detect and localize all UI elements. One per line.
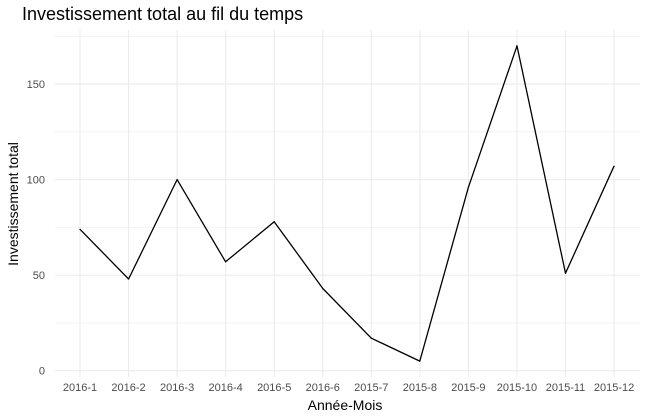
x-tick-label: 2015-7: [354, 382, 388, 394]
x-tick-label: 2016-6: [306, 382, 340, 394]
data-point: [516, 45, 518, 47]
x-axis-ticks: 2016-1 2016-2 2016-3 2016-4 2016-5 2016-6 2015…: [63, 382, 634, 394]
y-tick-label: 100: [27, 175, 45, 187]
y-tick-label: 50: [33, 270, 45, 282]
x-tick-label: 2015-9: [451, 382, 485, 394]
x-axis-title: Année-Mois: [308, 397, 383, 413]
data-point: [225, 261, 227, 263]
series-line: [79, 45, 615, 362]
x-tick-label: 2015-8: [403, 382, 437, 394]
x-tick-label: 2015-12: [594, 382, 634, 394]
grid-layer: [55, 30, 640, 377]
data-point: [273, 221, 275, 223]
data-point: [419, 360, 421, 362]
x-tick-label: 2016-2: [111, 382, 145, 394]
data-point: [564, 272, 567, 274]
x-tick-label: 2015-10: [497, 382, 537, 394]
x-tick-label: 2016-3: [160, 382, 194, 394]
data-point: [467, 186, 469, 188]
x-tick-label: 2016-1: [63, 382, 97, 394]
y-tick-label: 150: [27, 79, 45, 91]
chart-title: Investissement total au fil du temps: [22, 4, 304, 24]
data-point: [322, 287, 324, 290]
x-tick-label: 2015-11: [546, 382, 586, 394]
x-tick-label: 2016-4: [209, 382, 243, 394]
y-tick-label: 0: [39, 366, 45, 378]
x-tick-label: 2016-5: [257, 382, 291, 394]
y-axis-ticks: 0 50 100 150: [27, 79, 45, 378]
y-axis-title: Investissement total: [5, 142, 21, 266]
line-layer: [79, 45, 615, 362]
data-point: [613, 165, 615, 167]
data-point: [127, 278, 130, 280]
data-point: [79, 228, 81, 230]
data-point: [370, 337, 372, 339]
data-point: [176, 179, 178, 181]
